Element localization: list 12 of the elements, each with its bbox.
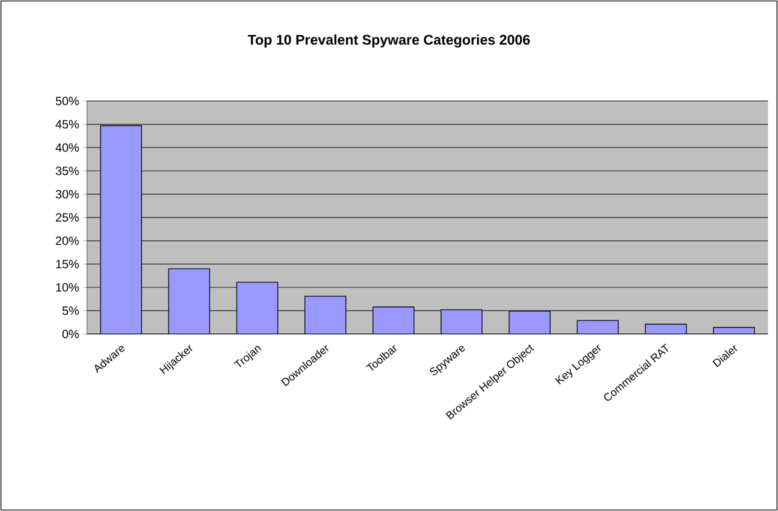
y-tick-label: 20%	[56, 236, 79, 246]
y-tick-label: 10%	[56, 283, 79, 292]
y-tick-label: 25%	[56, 213, 79, 222]
y-tick-label: 15%	[56, 260, 79, 268]
y-tick-label: 30%	[56, 190, 79, 198]
y-tick-label: 5%	[62, 306, 79, 315]
y-tick-label: 45%	[56, 120, 79, 128]
chart-title: Top 10 Prevalent Spyware Categories 2006	[248, 34, 530, 48]
y-tick-label: 35%	[56, 166, 79, 176]
y-tick-label: 40%	[56, 143, 79, 152]
y-tick-label: 0%	[62, 330, 79, 338]
y-tick-label: 50%	[56, 96, 79, 106]
